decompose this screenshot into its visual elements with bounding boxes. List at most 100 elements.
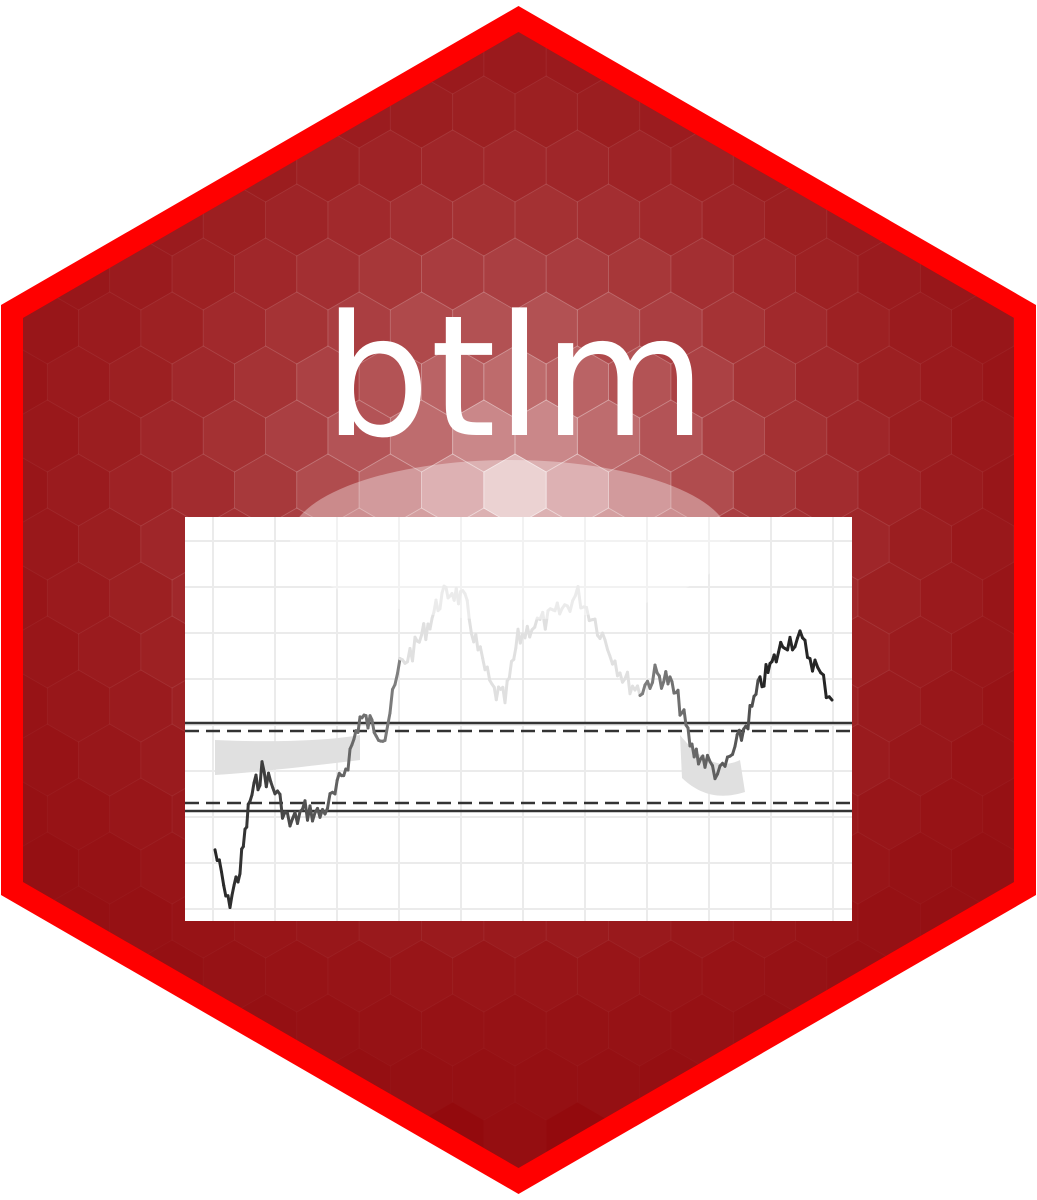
series-segment bbox=[346, 747, 352, 772]
honeycomb-cell bbox=[46, 561, 111, 635]
honeycomb-cell bbox=[78, 76, 141, 149]
honeycomb-cell bbox=[296, 237, 360, 311]
series-segment bbox=[228, 893, 234, 909]
honeycomb-cell bbox=[109, 669, 173, 743]
sticker-title: btlm bbox=[324, 279, 707, 475]
honeycomb-cell bbox=[764, 0, 827, 41]
series-segment bbox=[723, 755, 729, 768]
honeycomb-cell bbox=[109, 777, 173, 851]
honeycomb-cell bbox=[576, 75, 641, 149]
honeycomb-cell bbox=[483, 129, 547, 203]
honeycomb-cell bbox=[951, 76, 1014, 149]
series-segment bbox=[217, 858, 223, 874]
series-segment bbox=[613, 659, 619, 678]
honeycomb-cell bbox=[171, 345, 235, 419]
series-segment bbox=[754, 679, 760, 696]
honeycomb-cell bbox=[109, 345, 173, 419]
honeycomb-cell bbox=[857, 453, 921, 527]
honeycomb-cell bbox=[888, 507, 952, 581]
honeycomb-cell bbox=[670, 129, 734, 203]
series-segment bbox=[438, 591, 444, 611]
honeycomb-cell bbox=[389, 291, 454, 365]
honeycomb-cell bbox=[452, 75, 516, 149]
honeycomb-cell bbox=[140, 0, 203, 41]
series-segment bbox=[428, 617, 434, 631]
honeycomb-cell bbox=[23, 345, 48, 419]
honeycomb-cell bbox=[78, 0, 141, 41]
honeycomb-cell bbox=[234, 453, 298, 527]
honeycomb-cell bbox=[171, 32, 235, 95]
honeycomb-cell bbox=[857, 237, 921, 311]
series-segment bbox=[383, 724, 389, 742]
honeycomb-cell bbox=[764, 183, 828, 257]
series-segment bbox=[250, 781, 256, 797]
series-segment bbox=[803, 638, 809, 659]
honeycomb-cell bbox=[670, 237, 734, 311]
honeycomb-cell bbox=[140, 399, 204, 473]
series-segment bbox=[222, 883, 228, 898]
honeycomb-cell bbox=[982, 130, 1037, 203]
honeycomb-cell bbox=[140, 291, 204, 365]
series-segment bbox=[481, 657, 487, 672]
series-segment bbox=[485, 665, 492, 682]
honeycomb-cell bbox=[78, 291, 142, 365]
series-segment bbox=[326, 792, 332, 810]
honeycomb-cell bbox=[202, 75, 266, 149]
plot-series bbox=[213, 584, 834, 909]
honeycomb-cell bbox=[327, 291, 391, 365]
series-segment bbox=[774, 650, 780, 664]
honeycomb-cell bbox=[483, 237, 547, 311]
honeycomb-cell bbox=[296, 345, 360, 419]
honeycomb-cell bbox=[78, 723, 142, 797]
series-segment bbox=[766, 662, 772, 674]
honeycomb-cell bbox=[795, 32, 859, 95]
honeycomb-cell bbox=[109, 453, 173, 527]
honeycomb-cell bbox=[327, 399, 391, 473]
honeycomb-cell bbox=[888, 615, 952, 689]
honeycomb-cell bbox=[576, 399, 641, 473]
honeycomb-cell bbox=[919, 561, 984, 635]
honeycomb-cell bbox=[576, 183, 641, 257]
honeycomb-cell bbox=[919, 669, 984, 743]
honeycomb-cell bbox=[421, 345, 485, 419]
series-segment bbox=[733, 733, 739, 748]
honeycomb-cell bbox=[234, 32, 298, 95]
honeycomb-cell bbox=[764, 399, 828, 473]
series-segment bbox=[388, 688, 394, 715]
series-segment bbox=[750, 694, 756, 708]
honeycomb-cell bbox=[389, 399, 454, 473]
honeycomb-cell bbox=[888, 291, 952, 365]
honeycomb-cell bbox=[545, 129, 609, 203]
honeycomb-cell bbox=[23, 561, 48, 635]
honeycomb-cell bbox=[483, 345, 547, 419]
honeycomb-cell bbox=[951, 399, 1014, 473]
honeycomb-cell bbox=[358, 237, 422, 311]
honeycomb-cell bbox=[78, 507, 142, 581]
honeycomb-cell bbox=[732, 32, 796, 95]
honeycomb-cell bbox=[701, 291, 765, 365]
honeycomb-cell bbox=[639, 32, 703, 41]
honeycomb-cell bbox=[421, 129, 485, 203]
series-segment bbox=[260, 760, 266, 774]
honeycomb-cell bbox=[358, 129, 422, 203]
series-segment bbox=[568, 599, 575, 613]
series-segment bbox=[213, 848, 219, 862]
honeycomb-cell bbox=[608, 237, 672, 311]
honeycomb-cell bbox=[23, 183, 79, 257]
honeycomb-cell bbox=[389, 939, 454, 1013]
honeycomb-cell bbox=[951, 723, 1014, 797]
honeycomb-cell bbox=[23, 399, 79, 473]
honeycomb-cell bbox=[296, 32, 360, 95]
honeycomb-cell bbox=[514, 75, 578, 149]
honeycomb-cell bbox=[78, 399, 142, 473]
honeycomb-cell bbox=[576, 32, 641, 41]
honeycomb-cell bbox=[0, 22, 48, 95]
honeycomb-cell bbox=[23, 507, 79, 581]
series-segment bbox=[636, 684, 642, 697]
honeycomb-cell bbox=[857, 345, 921, 419]
series-segment bbox=[411, 635, 417, 663]
series-segment bbox=[543, 609, 550, 631]
honeycomb-cell bbox=[514, 183, 578, 257]
honeycomb-cell bbox=[358, 453, 422, 527]
series-segment bbox=[686, 726, 692, 748]
